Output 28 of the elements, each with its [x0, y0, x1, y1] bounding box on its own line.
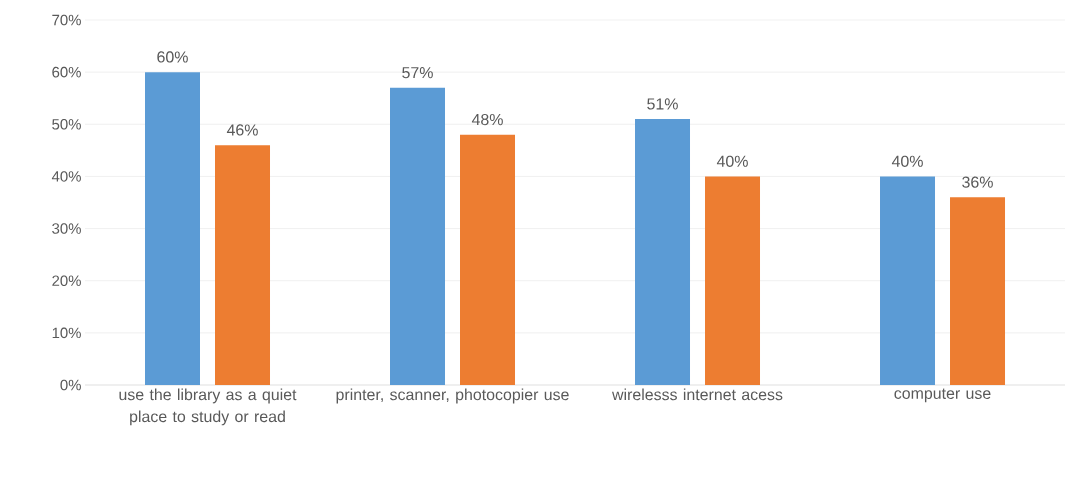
y-tick-label: 30% — [52, 223, 81, 234]
y-tick-label: 50% — [52, 118, 81, 130]
x-tick-label: use the library as a quiet place to study or read — [119, 388, 297, 426]
data-label: 60% — [157, 51, 188, 63]
bar — [215, 145, 270, 385]
bar — [145, 72, 200, 385]
y-tick-label: 60% — [52, 66, 81, 78]
bar — [950, 197, 1006, 385]
bar — [390, 87, 445, 385]
data-label: 46% — [226, 124, 258, 136]
y-tick-label: 40% — [51, 171, 81, 182]
y-tick-label: 20% — [52, 275, 81, 286]
y-tick-label: 10% — [52, 327, 81, 339]
bar — [705, 176, 761, 385]
bar — [460, 134, 515, 385]
x-tick-label: printer, scanner, photocopier use — [336, 388, 569, 404]
y-tick-label: 70% — [52, 14, 81, 26]
data-label: 40% — [891, 155, 923, 167]
bar — [880, 176, 936, 385]
data-label: 48% — [471, 113, 503, 126]
data-label: 51% — [647, 98, 678, 110]
data-label: 40% — [716, 155, 748, 167]
data-label: 57% — [402, 67, 433, 79]
x-tick-label: computer use — [894, 388, 991, 403]
bar — [635, 119, 691, 385]
y-tick-label: 0% — [60, 379, 81, 391]
x-tick-label: wirelesss internet acess — [612, 388, 783, 401]
data-label: 36% — [962, 176, 993, 188]
